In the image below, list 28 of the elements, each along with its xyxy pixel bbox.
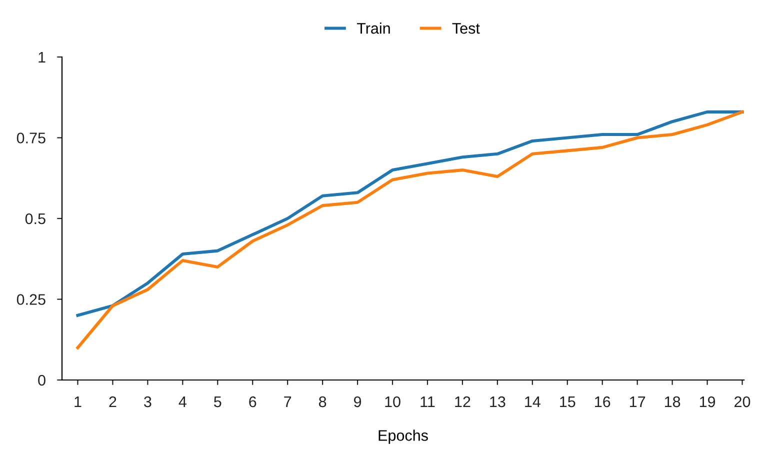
x-tick-label: 2: [109, 396, 116, 408]
x-tick-label: 6: [249, 396, 256, 408]
x-tick-label: 16: [595, 396, 610, 408]
x-tick-label: 5: [214, 396, 222, 408]
x-tick-label: 11: [420, 396, 435, 408]
x-tick-label: 14: [525, 396, 540, 408]
x-axis-title: Epochs: [378, 430, 428, 444]
x-tick-label: 1: [74, 396, 82, 408]
x-tick-label: 4: [178, 396, 186, 408]
legend-label: Test: [452, 23, 480, 34]
y-tick-label: 0.5: [25, 213, 46, 224]
x-tick-label: 12: [455, 396, 470, 408]
x-tick-label: 15: [560, 396, 576, 408]
x-tick-label: 3: [144, 396, 152, 408]
x-tick-label: 19: [700, 396, 716, 408]
x-tick-label: 9: [354, 396, 362, 408]
x-tick-label: 7: [284, 396, 292, 408]
x-tick-label: 13: [490, 396, 506, 408]
x-tick-label: 17: [630, 396, 646, 408]
y-tick-label: 0.25: [16, 294, 46, 305]
legend-label: Train: [356, 22, 390, 34]
x-tick-label: 10: [385, 396, 400, 408]
y-tick-label: 0.75: [16, 132, 46, 144]
x-tick-label: 8: [318, 396, 326, 408]
y-tick-label: 0: [38, 374, 46, 386]
x-tick-label: 18: [664, 396, 680, 408]
y-tick-label: 1: [38, 52, 46, 63]
x-tick-label: 20: [734, 396, 750, 408]
